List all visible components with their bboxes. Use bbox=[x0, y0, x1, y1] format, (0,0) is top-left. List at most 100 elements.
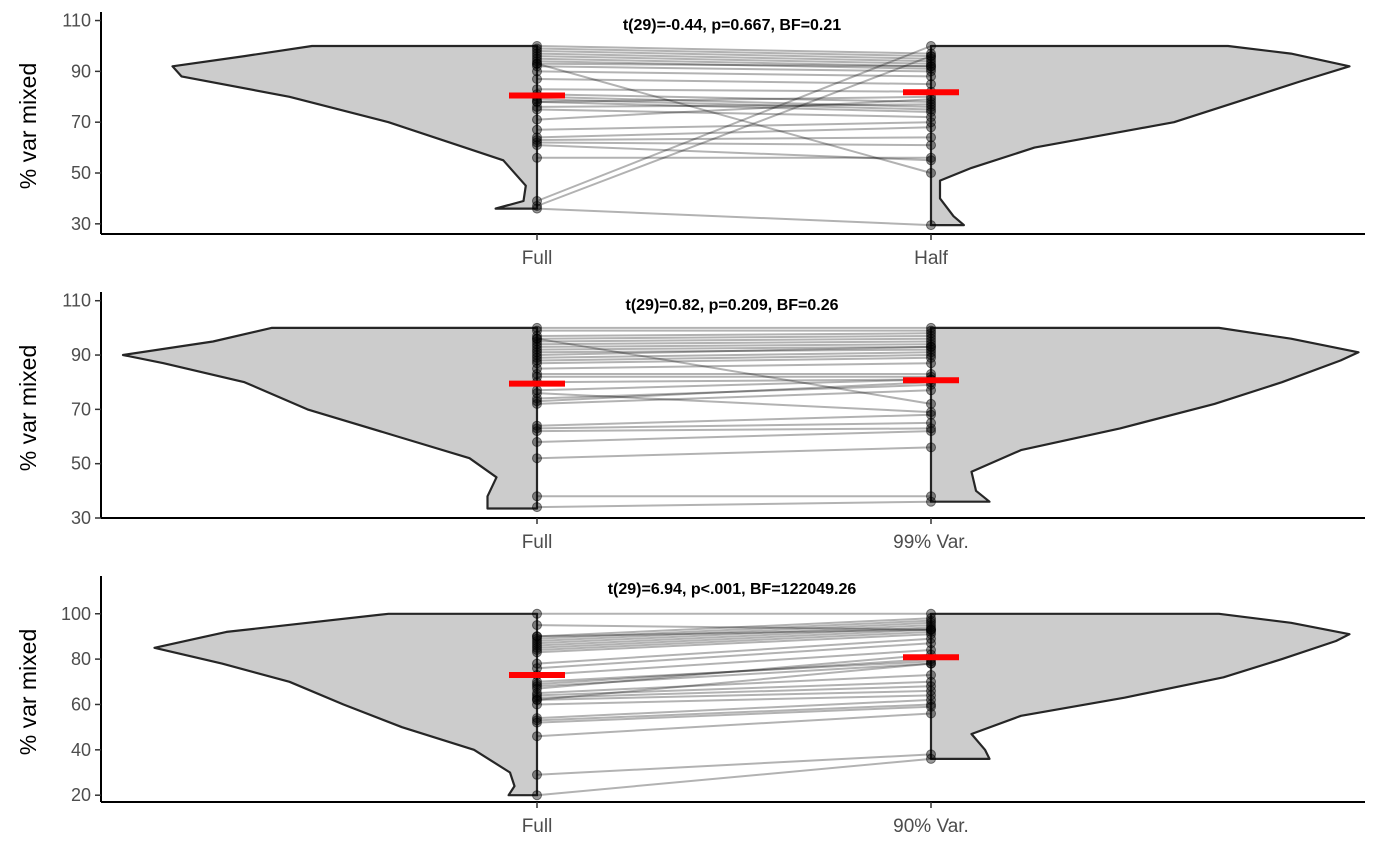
panel-title: t(29)=-0.44, p=0.667, BF=0.21 bbox=[623, 17, 841, 34]
data-point bbox=[926, 41, 936, 51]
pair-line bbox=[536, 680, 932, 697]
data-point bbox=[926, 496, 936, 507]
data-point bbox=[926, 442, 936, 453]
data-point bbox=[926, 168, 936, 178]
data-point bbox=[926, 417, 936, 428]
pair-line bbox=[536, 660, 932, 683]
data-point bbox=[926, 48, 936, 59]
pair-line bbox=[536, 421, 932, 430]
pair-line bbox=[536, 383, 932, 400]
pair-line bbox=[536, 55, 932, 207]
pair-line bbox=[536, 427, 932, 433]
data-point bbox=[926, 385, 936, 396]
data-point bbox=[532, 647, 542, 658]
data-point bbox=[926, 122, 936, 133]
data-point bbox=[532, 502, 542, 513]
data-point bbox=[532, 683, 542, 694]
pair-line bbox=[536, 88, 932, 93]
y-tick-label: 110 bbox=[62, 11, 91, 31]
data-point bbox=[532, 61, 542, 72]
pair-line bbox=[536, 356, 932, 365]
data-point bbox=[926, 670, 936, 680]
data-point bbox=[532, 393, 542, 404]
pair-line bbox=[536, 662, 932, 701]
pair-line bbox=[536, 348, 932, 354]
data-point bbox=[532, 355, 542, 366]
data-point bbox=[532, 352, 542, 363]
pair-line bbox=[536, 121, 932, 131]
violin-full bbox=[171, 44, 539, 210]
pair-line bbox=[536, 98, 932, 111]
data-point bbox=[532, 350, 542, 360]
panel-title: t(29)=6.94, p<.001, BF=122049.26 bbox=[608, 581, 857, 598]
x-tick-label: 90% Var. bbox=[893, 816, 969, 837]
pair-line bbox=[536, 136, 932, 141]
data-point bbox=[926, 638, 936, 649]
pair-line bbox=[536, 662, 932, 688]
pair-line bbox=[536, 378, 932, 384]
pair-line bbox=[536, 703, 932, 722]
data-point bbox=[532, 336, 542, 347]
data-point bbox=[532, 790, 542, 801]
pair-line bbox=[536, 62, 932, 174]
pair-line bbox=[536, 55, 932, 65]
data-point bbox=[532, 74, 542, 84]
data-point bbox=[926, 347, 936, 358]
pair-line bbox=[536, 630, 932, 651]
pair-line bbox=[536, 108, 932, 119]
pair-line bbox=[536, 345, 932, 356]
data-point bbox=[926, 94, 936, 105]
data-point bbox=[926, 58, 936, 69]
data-point bbox=[532, 333, 542, 344]
y-tick-label: 50 bbox=[71, 454, 91, 474]
pair-line bbox=[536, 207, 932, 227]
pair-line bbox=[536, 621, 932, 642]
data-point bbox=[926, 71, 936, 82]
pair-line bbox=[536, 658, 932, 686]
y-axis-title: % var mixed bbox=[15, 345, 41, 472]
pair-line bbox=[536, 126, 932, 139]
data-point bbox=[926, 99, 936, 110]
data-point bbox=[926, 140, 936, 151]
data-point bbox=[532, 437, 542, 447]
data-point bbox=[532, 201, 542, 211]
pair-line bbox=[536, 628, 932, 638]
pair-line bbox=[536, 500, 932, 509]
data-point bbox=[532, 58, 542, 69]
data-point bbox=[926, 104, 936, 115]
data-point bbox=[532, 104, 542, 115]
y-tick-label: 100 bbox=[61, 604, 91, 624]
pair-line bbox=[536, 60, 932, 70]
data-point bbox=[532, 56, 542, 67]
data-point bbox=[926, 132, 936, 143]
data-point bbox=[926, 79, 936, 90]
pair-line bbox=[536, 52, 932, 63]
data-point bbox=[532, 344, 542, 355]
violin-90-var- bbox=[929, 612, 1351, 761]
pair-line bbox=[536, 694, 932, 706]
data-point bbox=[926, 701, 936, 712]
pair-line bbox=[536, 619, 932, 640]
pair-line bbox=[536, 335, 932, 340]
pair-line bbox=[536, 62, 932, 68]
pair-line bbox=[536, 141, 932, 147]
data-point bbox=[532, 388, 542, 399]
pair-line bbox=[536, 93, 932, 103]
pair-line bbox=[536, 351, 932, 359]
pair-line bbox=[536, 392, 932, 414]
y-tick-label: 90 bbox=[71, 61, 91, 81]
data-point bbox=[926, 624, 936, 635]
pair-line bbox=[536, 637, 932, 665]
y-tick-label: 70 bbox=[71, 399, 91, 419]
y-axis-title: % var mixed bbox=[15, 63, 41, 190]
data-point bbox=[926, 51, 936, 62]
data-point bbox=[926, 491, 936, 502]
pair-line bbox=[536, 753, 932, 776]
data-point bbox=[532, 731, 542, 742]
pair-line bbox=[536, 337, 932, 343]
y-tick-label: 30 bbox=[71, 214, 91, 234]
panel-1: 30 50 70 90 110 Full Half % var mixed t(29)=-0.4… bbox=[15, 11, 1365, 269]
data-point bbox=[532, 135, 542, 145]
data-point bbox=[926, 358, 936, 369]
